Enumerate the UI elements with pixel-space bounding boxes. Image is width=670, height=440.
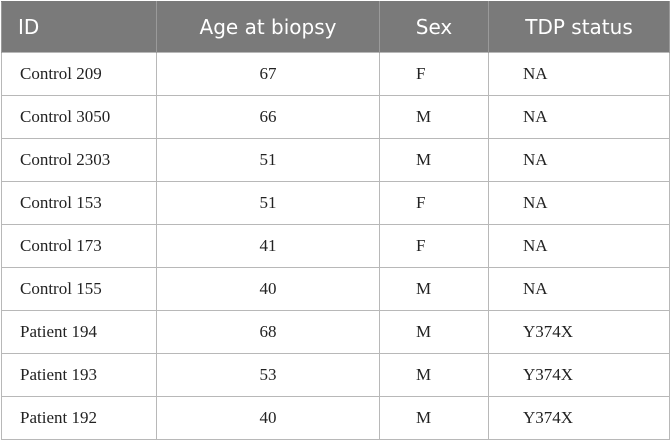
table-row: Control 155 40 M NA (1, 267, 670, 311)
column-header-id: ID (1, 1, 157, 53)
cell-age: 51 (156, 181, 380, 225)
cell-sex: M (379, 267, 489, 311)
cell-age: 51 (156, 138, 380, 182)
cell-tdp-status: Y374X (488, 310, 670, 354)
cell-age: 40 (156, 267, 380, 311)
cell-id: Control 173 (1, 224, 157, 268)
column-header-sex: Sex (379, 1, 489, 53)
cell-id: Control 209 (1, 52, 157, 96)
cell-age: 67 (156, 52, 380, 96)
column-header-tdp-status: TDP status (488, 1, 670, 53)
cell-sex: F (379, 224, 489, 268)
cell-sex: F (379, 52, 489, 96)
table-row: Control 2303 51 M NA (1, 138, 670, 182)
table-row: Control 209 67 F NA (1, 52, 670, 96)
cell-tdp-status: NA (488, 52, 670, 96)
cell-tdp-status: NA (488, 95, 670, 139)
cell-tdp-status: NA (488, 224, 670, 268)
cell-id: Control 155 (1, 267, 157, 311)
table-body: Control 209 67 F NA Control 3050 66 M NA… (1, 52, 670, 440)
header-row: ID Age at biopsy Sex TDP status (1, 1, 670, 53)
cell-tdp-status: Y374X (488, 396, 670, 440)
cell-sex: M (379, 396, 489, 440)
cell-tdp-status: NA (488, 181, 670, 225)
table-row: Control 153 51 F NA (1, 181, 670, 225)
cell-id: Patient 192 (1, 396, 157, 440)
cell-id: Patient 194 (1, 310, 157, 354)
cell-sex: M (379, 310, 489, 354)
table-row: Patient 192 40 M Y374X (1, 396, 670, 440)
cell-sex: M (379, 138, 489, 182)
cell-id: Control 3050 (1, 95, 157, 139)
table-header: ID Age at biopsy Sex TDP status (1, 1, 670, 53)
table-row: Patient 193 53 M Y374X (1, 353, 670, 397)
table-row: Patient 194 68 M Y374X (1, 310, 670, 354)
cell-age: 68 (156, 310, 380, 354)
cell-id: Patient 193 (1, 353, 157, 397)
cell-tdp-status: Y374X (488, 353, 670, 397)
cell-tdp-status: NA (488, 267, 670, 311)
cell-tdp-status: NA (488, 138, 670, 182)
table-row: Control 173 41 F NA (1, 224, 670, 268)
table-row: Control 3050 66 M NA (1, 95, 670, 139)
column-header-age-at-biopsy: Age at biopsy (156, 1, 380, 53)
cell-sex: F (379, 181, 489, 225)
cell-sex: M (379, 353, 489, 397)
cell-id: Control 2303 (1, 138, 157, 182)
cell-age: 53 (156, 353, 380, 397)
cell-age: 40 (156, 396, 380, 440)
cell-age: 41 (156, 224, 380, 268)
cell-age: 66 (156, 95, 380, 139)
cell-id: Control 153 (1, 181, 157, 225)
cell-sex: M (379, 95, 489, 139)
